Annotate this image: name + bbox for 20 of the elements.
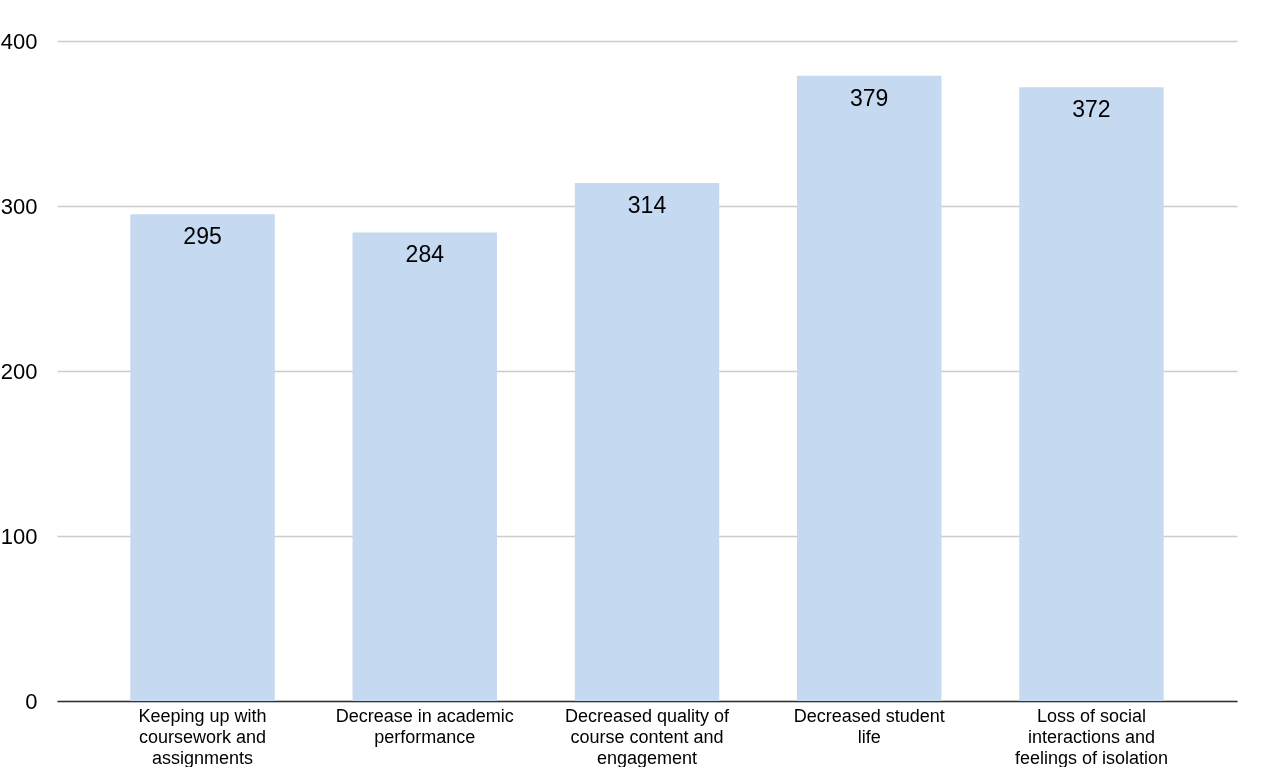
- data-label: 372: [1072, 96, 1111, 123]
- x-tick-label: Decreased student life: [793, 705, 945, 747]
- bar: [352, 232, 497, 701]
- bar: [574, 182, 720, 701]
- data-label: 314: [627, 191, 667, 218]
- y-tick-label: 400: [0, 28, 38, 54]
- data-label: 284: [405, 241, 445, 268]
- y-tick-label: 300: [0, 193, 38, 219]
- y-tick-label: 0: [25, 688, 38, 714]
- data-label: 295: [183, 223, 222, 250]
- x-tick-label: Decreased quality of course content and engagement: [564, 705, 731, 768]
- x-tick-label: Decrease in academic performance: [335, 705, 514, 747]
- data-label: 379: [850, 84, 889, 111]
- x-tick-label: Loss of social interactions and feelings of isolation: [1014, 705, 1168, 768]
- y-tick-label: 200: [0, 358, 38, 384]
- bar: [1019, 87, 1164, 701]
- bar: [797, 75, 942, 701]
- bar: [130, 214, 275, 701]
- y-tick-label: 100: [0, 523, 38, 549]
- x-tick-label: Keeping up with coursework and assignments: [138, 705, 267, 768]
